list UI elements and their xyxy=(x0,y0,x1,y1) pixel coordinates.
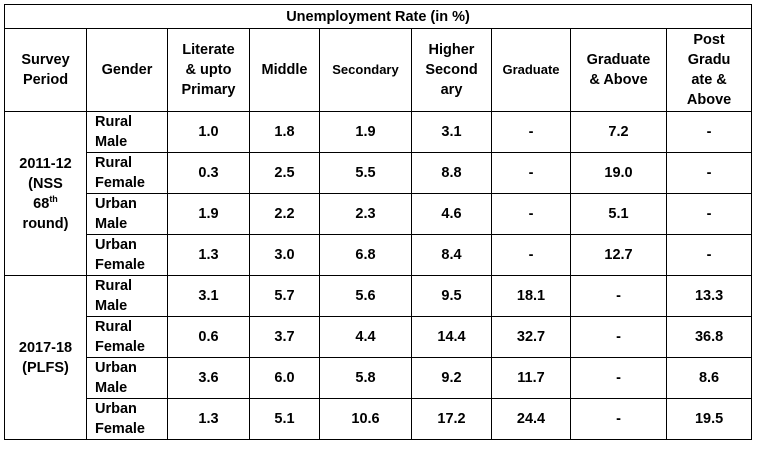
table-row: Urban Male 3.6 6.0 5.8 9.2 11.7 - 8.6 xyxy=(5,357,753,399)
value-cell: 1.3 xyxy=(167,398,250,440)
value-cell: 6.8 xyxy=(319,234,412,276)
value-cell: 9.5 xyxy=(411,275,492,317)
table-row: 2017-18 (PLFS) Rural Male 3.1 5.7 5.6 9.5… xyxy=(4,275,753,440)
value-cell: 3.0 xyxy=(249,234,320,276)
value-cell: 19.0 xyxy=(570,152,667,194)
header-graduate-above: Graduate & Above xyxy=(570,28,667,112)
gender-cell: Urban Female xyxy=(86,234,168,276)
value-cell: 11.7 xyxy=(491,357,571,399)
value-cell: 5.1 xyxy=(570,193,667,235)
value-cell: - xyxy=(570,398,667,440)
value-cell: 1.0 xyxy=(167,111,250,153)
value-cell: 13.3 xyxy=(665,275,753,317)
value-cell: 4.6 xyxy=(411,193,492,235)
value-cell: 32.7 xyxy=(491,316,571,358)
gender-cell: Rural Female xyxy=(86,152,168,194)
value-cell: 8.4 xyxy=(411,234,492,276)
title-row: Unemployment Rate (in %) xyxy=(3,4,753,29)
table-container: Unemployment Rate (in %) Survey Period G… xyxy=(3,4,753,440)
value-cell: 1.3 xyxy=(167,234,250,276)
value-cell: 3.1 xyxy=(167,275,250,317)
value-cell: 5.5 xyxy=(319,152,412,194)
value-cell: - xyxy=(665,111,753,153)
value-cell: 14.4 xyxy=(411,316,492,358)
table-row: 2011-12 (NSS 68th round) Rural Male 1.0 1… xyxy=(4,111,753,276)
gender-cell: Rural Male xyxy=(86,111,168,153)
table-row: Urban Male 1.9 2.2 2.3 4.6 - 5.1 - xyxy=(5,193,753,235)
value-cell: - xyxy=(491,152,571,194)
value-cell: 24.4 xyxy=(491,398,571,440)
value-cell: - xyxy=(570,275,667,317)
survey-period-cell: 2011-12 (NSS 68th round) xyxy=(4,111,87,276)
value-cell: - xyxy=(665,193,753,235)
value-cell: 1.9 xyxy=(167,193,250,235)
gender-cell: Urban Male xyxy=(86,357,168,399)
table-row: Rural Female 0.3 2.5 5.5 8.8 - 19.0 - xyxy=(5,152,753,194)
value-cell: 1.8 xyxy=(249,111,320,153)
header-literate: Literate & upto Primary xyxy=(167,28,250,112)
gender-cell: Urban Male xyxy=(86,193,168,235)
value-cell: 5.8 xyxy=(319,357,412,399)
unemployment-table: Unemployment Rate (in %) Survey Period G… xyxy=(3,4,753,440)
value-cell: 5.7 xyxy=(249,275,320,317)
header-higher-secondary: Higher Second ary xyxy=(411,28,492,112)
value-cell: - xyxy=(665,152,753,194)
value-cell: 17.2 xyxy=(411,398,492,440)
value-cell: 10.6 xyxy=(319,398,412,440)
gender-cell: Urban Female xyxy=(86,398,168,440)
header-middle: Middle xyxy=(249,28,320,112)
value-cell: - xyxy=(491,111,571,153)
value-cell: 5.6 xyxy=(319,275,412,317)
value-cell: 0.3 xyxy=(167,152,250,194)
value-cell: 19.5 xyxy=(665,398,753,440)
table-row: Rural Female 0.6 3.7 4.4 14.4 32.7 - 36.8 xyxy=(5,316,753,358)
value-cell: 4.4 xyxy=(319,316,412,358)
value-cell: 8.6 xyxy=(665,357,753,399)
value-cell: 3.6 xyxy=(167,357,250,399)
header-post-graduate: Post Gradu ate & Above xyxy=(665,28,753,112)
value-cell: 12.7 xyxy=(570,234,667,276)
table-row: Urban Female 1.3 5.1 10.6 17.2 24.4 - 19.… xyxy=(5,398,753,440)
header-gender: Gender xyxy=(86,28,168,112)
gender-cell: Rural Male xyxy=(86,275,168,317)
table-row: Urban Female 1.3 3.0 6.8 8.4 - 12.7 - xyxy=(5,234,753,276)
value-cell: 6.0 xyxy=(249,357,320,399)
value-cell: - xyxy=(570,357,667,399)
header-graduate: Graduate xyxy=(491,28,571,112)
value-cell: 2.2 xyxy=(249,193,320,235)
header-row: Survey Period Gender Literate & upto Pri… xyxy=(4,28,753,112)
gender-cell: Rural Female xyxy=(86,316,168,358)
header-survey-period: Survey Period xyxy=(4,28,87,112)
value-cell: 1.9 xyxy=(319,111,412,153)
value-cell: - xyxy=(665,234,753,276)
value-cell: 3.1 xyxy=(411,111,492,153)
value-cell: 3.7 xyxy=(249,316,320,358)
survey-period-cell: 2017-18 (PLFS) xyxy=(4,275,87,440)
value-cell: 36.8 xyxy=(665,316,753,358)
value-cell: 7.2 xyxy=(570,111,667,153)
value-cell: 8.8 xyxy=(411,152,492,194)
value-cell: 2.3 xyxy=(319,193,412,235)
value-cell: 2.5 xyxy=(249,152,320,194)
table-title: Unemployment Rate (in %) xyxy=(3,4,753,29)
value-cell: - xyxy=(491,193,571,235)
value-cell: 5.1 xyxy=(249,398,320,440)
value-cell: 0.6 xyxy=(167,316,250,358)
value-cell: 18.1 xyxy=(491,275,571,317)
value-cell: - xyxy=(570,316,667,358)
header-secondary: Secondary xyxy=(319,28,412,112)
value-cell: 9.2 xyxy=(411,357,492,399)
value-cell: - xyxy=(491,234,571,276)
